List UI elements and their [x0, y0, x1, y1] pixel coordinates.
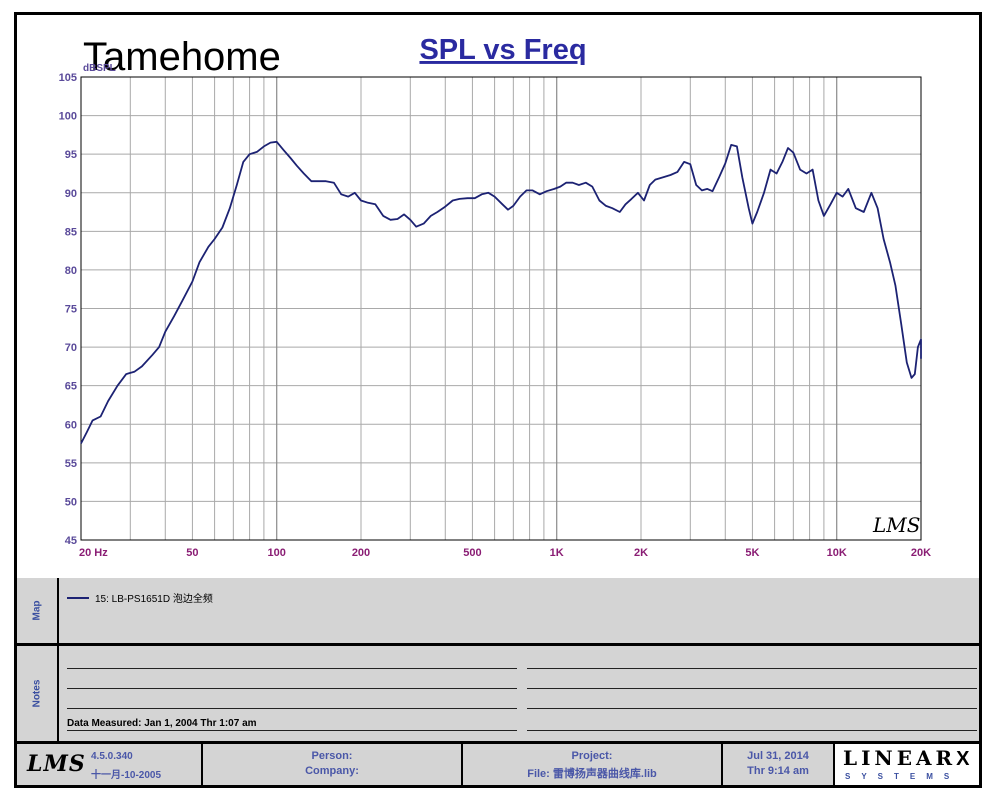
footer-date: Jul 31, 2014 — [747, 750, 809, 762]
y-tick-label: 60 — [65, 419, 77, 431]
y-tick-label: 45 — [65, 535, 77, 547]
y-tick-label: 80 — [65, 265, 77, 277]
x-tick-label: 5K — [745, 547, 759, 559]
legend-entry: 15: LB-PS1651D 泡边全频 — [67, 590, 213, 605]
x-tick-label: 100 — [268, 547, 286, 559]
x-tick-labels: 20 Hz 50 100 200 500 1K 2K 5K 10K 20K — [79, 547, 931, 559]
footer-version: 4.5.0.340 — [91, 751, 133, 762]
legend-entry-label: 15: LB-PS1651D 泡边全频 — [95, 594, 213, 605]
footer-project-label: Project: — [571, 750, 613, 762]
footer-person-cell: Person: Company: — [203, 744, 463, 785]
y-tick-label: 55 — [65, 458, 77, 470]
notes-side-label: Notes — [17, 646, 59, 741]
footer-bar: LMS 4.5.0.340 十一月-10-2005 Person: Compan… — [14, 744, 982, 788]
y-tick-label: 70 — [65, 342, 77, 354]
x-tick-label: 2K — [634, 547, 648, 559]
y-grid — [81, 76, 921, 541]
map-panel: Map 15: LB-PS1651D 泡边全频 — [14, 578, 982, 646]
notes-panel: Notes Data Measured: Jan 1, 2004 Thr 1:0… — [14, 646, 982, 744]
lms-logo-mark: LMS — [872, 513, 920, 537]
footer-version-date: 十一月-10-2005 — [91, 770, 162, 781]
data-measured: Data Measured: Jan 1, 2004 Thr 1:07 am — [67, 718, 257, 729]
y-tick-label: 105 — [59, 72, 77, 84]
brand-linear: LINEARX — [843, 746, 974, 770]
x-tick-label: 1K — [550, 547, 564, 559]
note-line — [67, 708, 517, 709]
y-tick-label: 85 — [65, 226, 77, 238]
chart-title: SPL vs Freq — [419, 34, 586, 66]
note-line — [527, 668, 977, 669]
plot-border — [80, 76, 922, 541]
y-tick-label: 95 — [65, 149, 77, 161]
x-tick-label: 500 — [463, 547, 481, 559]
x-tick-label: 10K — [827, 547, 847, 559]
notes-label: Notes — [31, 679, 43, 708]
y-tick-label: 65 — [65, 381, 77, 393]
map-label: Map — [31, 600, 43, 621]
footer-project-cell: Project: File: 雷博扬声器曲线库.lib — [463, 744, 723, 785]
footer-date-cell: Jul 31, 2014 Thr 9:14 am — [723, 744, 835, 785]
note-line — [527, 708, 977, 709]
series-layer — [80, 140, 922, 444]
note-line — [67, 688, 517, 689]
brand-x: X — [956, 748, 974, 770]
note-line — [527, 730, 977, 731]
footer-file-label: File: 雷博扬声器曲线库.lib — [527, 768, 657, 780]
y-axis-label: dBSPL — [83, 63, 116, 74]
watermark-text: Tamehome — [83, 35, 281, 79]
y-tick-label: 75 — [65, 304, 77, 316]
y-tick-label: 50 — [65, 496, 77, 508]
x-tick-label: 20 Hz — [79, 547, 108, 559]
footer-person-label: Person: — [311, 750, 353, 762]
footer-time: Thr 9:14 am — [747, 765, 809, 777]
x-tick-label: 200 — [352, 547, 370, 559]
footer-brand-cell: LINEARX SYSTEMS — [835, 744, 979, 785]
note-line — [67, 730, 517, 731]
footer-company-label: Company: — [305, 765, 359, 777]
legend-line-swatch — [67, 596, 89, 599]
footer-lms-logo: LMS — [27, 751, 86, 777]
y-tick-labels: 105 100 95 90 85 80 75 70 65 60 55 50 45 — [59, 72, 77, 547]
note-line — [67, 668, 517, 669]
x-tick-label: 50 — [186, 547, 198, 559]
note-line — [527, 688, 977, 689]
map-side-label: Map — [17, 578, 59, 643]
footer-version-cell: LMS 4.5.0.340 十一月-10-2005 — [17, 744, 203, 785]
brand-systems: SYSTEMS — [845, 772, 961, 781]
x-tick-label: 20K — [911, 547, 931, 559]
series-line — [80, 140, 922, 444]
y-tick-label: 90 — [65, 188, 77, 200]
y-tick-label: 100 — [59, 111, 77, 123]
